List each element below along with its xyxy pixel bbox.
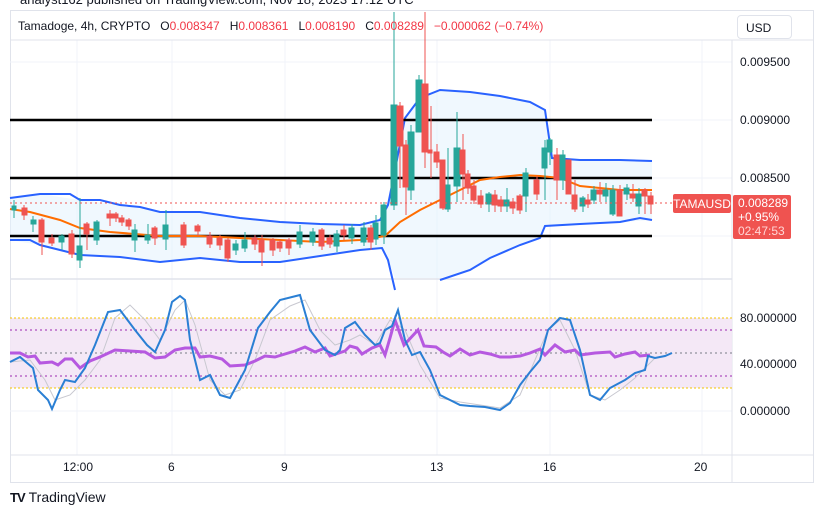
oscillator-tick: 80.000000 [740,311,797,325]
high-label: H [229,19,239,33]
time-tick: 6 [168,460,175,474]
currency-button[interactable]: USD [737,15,792,39]
price-tick: 0.009500 [740,55,791,69]
price-tick: 0.008500 [740,171,791,185]
symbol-tag: TAMAUSD [673,195,731,213]
tradingview-logo[interactable]: TV TradingView [10,489,106,505]
bollinger-lower [10,239,396,291]
close-label: C [365,19,374,33]
open-label: O [160,19,170,33]
time-tick: 16 [543,460,557,474]
time-tick: 20 [694,460,708,474]
publish-line: analyst162 published on TradingView.com,… [20,0,414,7]
high-value: 0.008361 [238,19,289,33]
candles [11,12,654,268]
change-value: −0.000062 (−0.74%) [433,19,544,33]
ohlc-legend: Tamadoge, 4h, CRYPTO O 0.008347 H 0.008361… [18,19,553,33]
tradingview-logo-icon: TV [10,489,26,505]
stoch-k-line [9,293,673,412]
tradingview-logo-text: TradingView [28,489,106,505]
close-value: 0.008289 [373,19,424,33]
current-price: 0.008289 [738,196,789,210]
time-tick: 13 [430,460,444,474]
oscillator-tick: 0.000000 [740,404,791,418]
bollinger-upper [9,88,653,227]
time-tick: 9 [281,460,288,474]
current-change: +0.95% [738,210,780,224]
low-label: L [298,19,306,33]
moving-average [9,173,652,244]
bollinger-fill [10,90,652,278]
bar-countdown: 02:47:53 [738,224,785,238]
symbol-label[interactable]: Tamadoge, 4h, CRYPTO [18,19,151,33]
low-value: 0.008190 [305,19,356,33]
current-price-tag: 0.008289 +0.95% 02:47:53 [733,195,791,239]
price-tick: 0.009000 [740,113,791,127]
oscillator-tick: 40.000000 [740,357,797,371]
time-tick: 12:00 [63,460,94,474]
open-value: 0.008347 [169,19,220,33]
stoch-d-line [9,299,656,409]
